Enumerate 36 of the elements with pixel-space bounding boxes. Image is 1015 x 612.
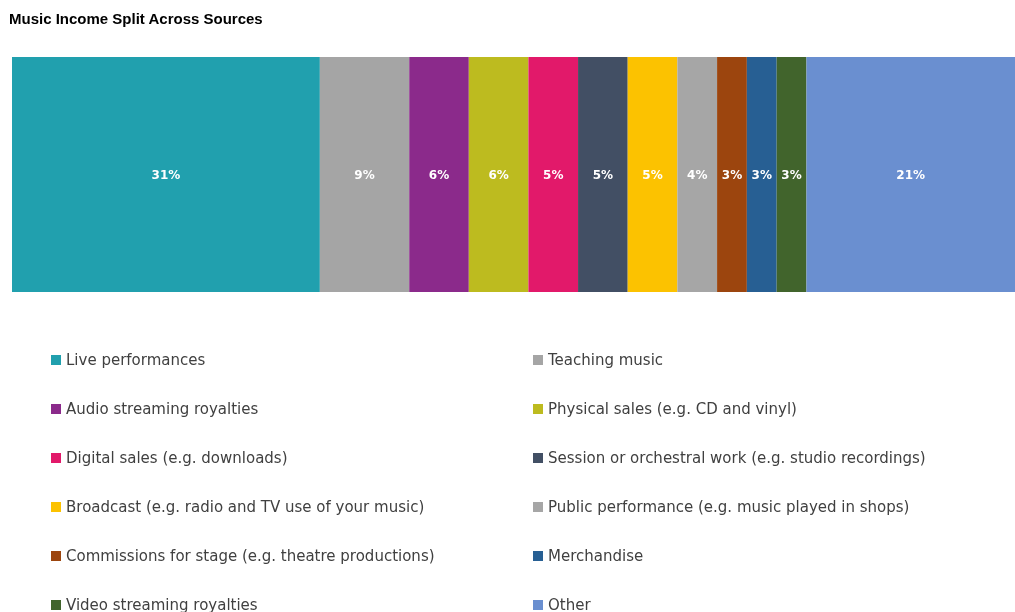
- bar: [677, 57, 718, 292]
- legend-label: Other: [548, 596, 592, 612]
- bar: [776, 57, 807, 292]
- data-label: 9%: [354, 167, 375, 182]
- legend-label: Commissions for stage (e.g. theatre productions): [66, 547, 435, 565]
- data-label: 6%: [428, 167, 450, 182]
- data-label: 3%: [721, 167, 743, 182]
- bar: [409, 57, 469, 292]
- legend-label: Teaching music: [547, 351, 664, 369]
- legend-label: Broadcast (e.g. radio and TV use of your music): [66, 498, 425, 516]
- legend-label: Public performance (e.g. music played in shops): [548, 498, 910, 516]
- bar: [806, 57, 1015, 292]
- data-label: 5%: [642, 167, 663, 182]
- legend-label: Session or orchestral work (e.g. studio recordings): [548, 449, 926, 467]
- bar: [319, 57, 410, 292]
- bar: [578, 57, 628, 292]
- legend-label: Digital sales (e.g. downloads): [66, 449, 288, 467]
- data-label: 5%: [543, 167, 564, 182]
- data-label: 3%: [751, 167, 772, 182]
- legend-label: Live performances: [66, 351, 206, 369]
- bar: [717, 57, 747, 292]
- data-label: 21%: [896, 167, 926, 182]
- bar: [627, 57, 678, 292]
- chart-title: Music Income Split Across Sources: [9, 10, 263, 27]
- data-label: 4%: [687, 167, 708, 182]
- data-label: 6%: [488, 167, 509, 182]
- bar: [746, 57, 777, 292]
- legend-label: Merchandise: [548, 547, 644, 565]
- bar: [528, 57, 579, 292]
- legend-label: Audio streaming royalties: [66, 400, 259, 418]
- bar: [468, 57, 529, 292]
- data-label: 5%: [592, 167, 614, 182]
- legend-label: Physical sales (e.g. CD and vinyl): [548, 400, 797, 418]
- data-label: 3%: [781, 167, 802, 182]
- bar: [12, 57, 320, 292]
- data-label: 31%: [151, 167, 181, 182]
